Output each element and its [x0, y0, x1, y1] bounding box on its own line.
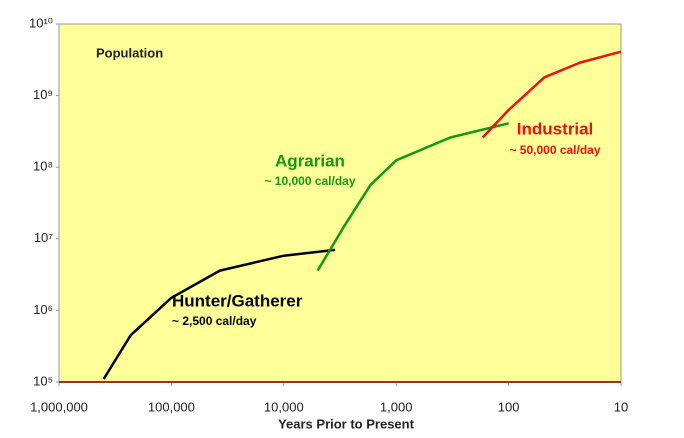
annotation: Population [96, 45, 163, 60]
annotation: Agrarian [275, 151, 345, 170]
y-tick-label: 10⁶ [33, 302, 53, 317]
x-tick-label: 1,000 [380, 399, 413, 414]
y-tick-label: 10⁷ [34, 230, 53, 245]
x-axis-label: Years Prior to Present [278, 416, 415, 431]
annotation: ~ 50,000 cal/day [509, 143, 600, 157]
series-line [316, 122, 509, 272]
annotation: Hunter/Gatherer [172, 291, 303, 310]
y-tick-label: 10¹⁰ [29, 15, 53, 30]
annotation: Industrial [517, 119, 594, 138]
x-tick-label: 1,000,000 [30, 399, 88, 414]
y-tick-label: 10⁵ [33, 373, 53, 388]
x-tick-label: 100,000 [148, 399, 195, 414]
annotation: ~ 10,000 cal/day [264, 174, 355, 188]
annotation: ~ 2,500 cal/day [172, 314, 257, 328]
plot-area [58, 23, 622, 383]
x-tick-label: 10 [614, 399, 628, 414]
series-line [102, 248, 336, 380]
series-line [481, 50, 622, 139]
x-tick-label: 10,000 [264, 399, 304, 414]
y-tick-label: 10⁹ [33, 87, 53, 102]
y-tick-label: 10⁸ [33, 159, 53, 174]
x-tick-label: 100 [498, 399, 520, 414]
